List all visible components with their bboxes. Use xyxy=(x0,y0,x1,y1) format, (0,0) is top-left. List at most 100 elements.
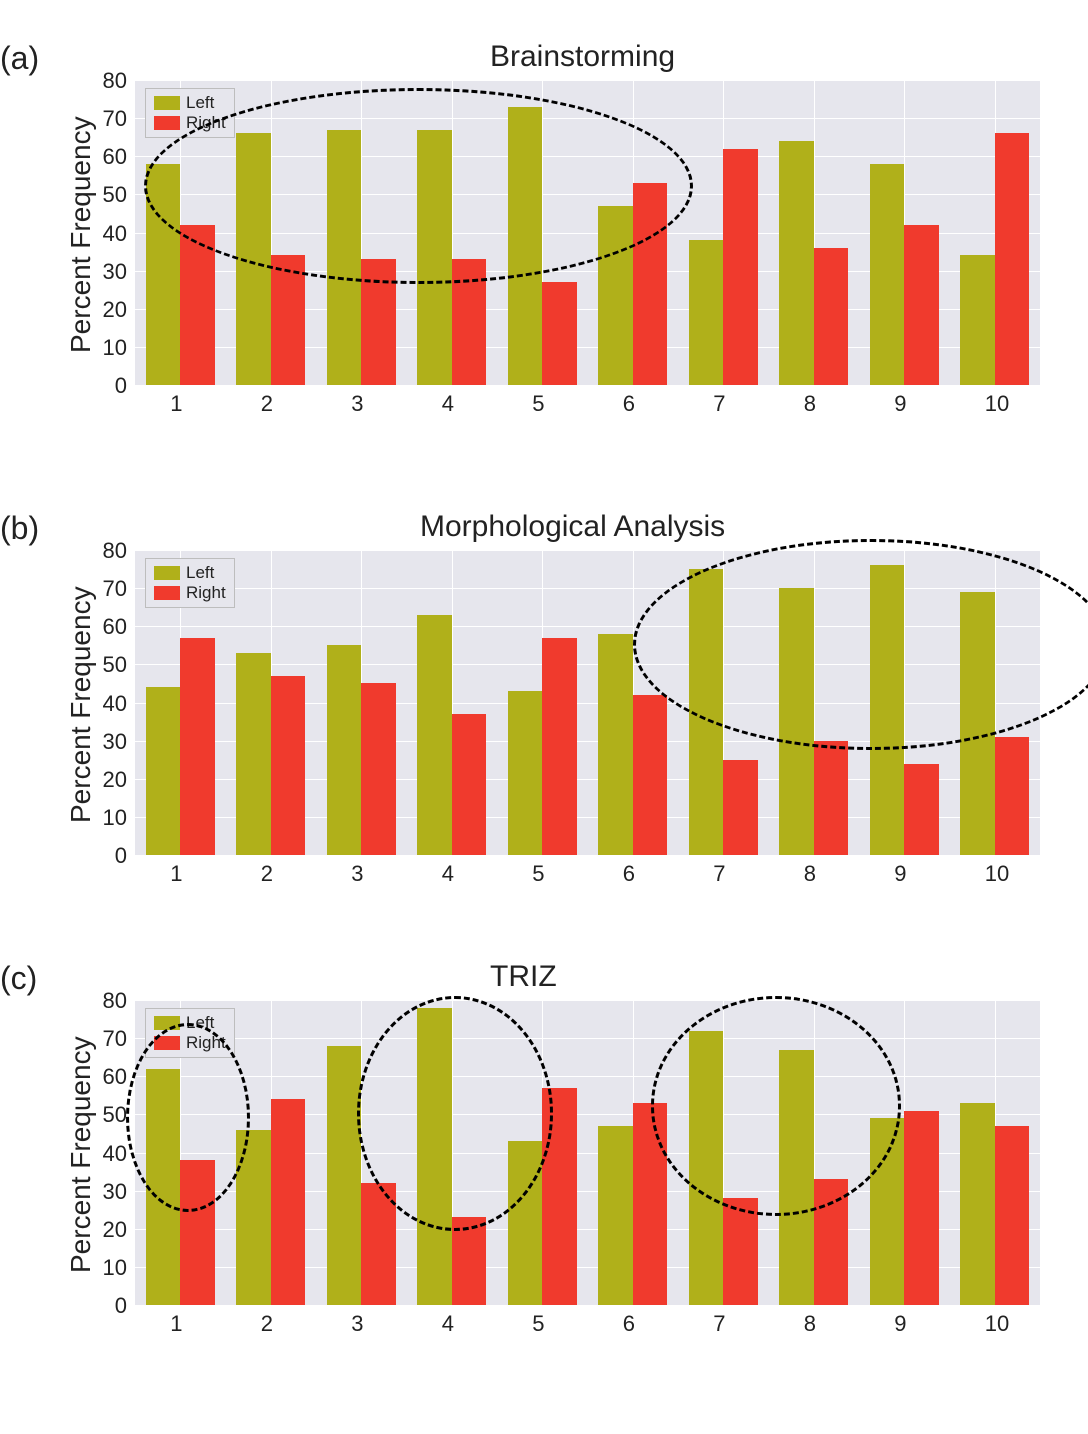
y-tick-label: 50 xyxy=(103,182,127,208)
x-tick-label: 4 xyxy=(442,391,454,417)
bar-right xyxy=(633,695,667,855)
bar-right xyxy=(361,683,395,855)
y-tick-label: 40 xyxy=(103,221,127,247)
y-tick-label: 70 xyxy=(103,1026,127,1052)
x-tick-label: 6 xyxy=(623,1311,635,1337)
y-tick-label: 60 xyxy=(103,144,127,170)
gridline-h xyxy=(135,1305,1040,1306)
annotation-ellipse xyxy=(126,1023,250,1212)
x-tick-label: 5 xyxy=(532,861,544,887)
x-tick-label: 3 xyxy=(351,391,363,417)
y-tick-label: 60 xyxy=(103,614,127,640)
y-tick-label: 30 xyxy=(103,729,127,755)
legend-swatch xyxy=(154,96,180,110)
bar-right xyxy=(723,149,757,385)
x-tick-label: 6 xyxy=(623,861,635,887)
y-tick-label: 40 xyxy=(103,691,127,717)
bar-right xyxy=(723,1198,757,1305)
legend: LeftRight xyxy=(145,558,235,608)
bar-right xyxy=(995,133,1029,385)
panel-label: (c) xyxy=(0,960,37,997)
x-tick-label: 4 xyxy=(442,1311,454,1337)
chart-title: Morphological Analysis xyxy=(420,510,725,544)
y-axis-label: Percent Frequency xyxy=(65,116,97,353)
y-tick-label: 80 xyxy=(103,988,127,1014)
panel-a: (a)0102030405060708012345678910Brainstor… xyxy=(0,0,1088,470)
y-tick-label: 50 xyxy=(103,1102,127,1128)
annotation-ellipse xyxy=(357,996,553,1231)
bar-right xyxy=(271,1099,305,1305)
bar-left xyxy=(598,634,632,855)
x-tick-label: 10 xyxy=(985,861,1009,887)
bar-left xyxy=(779,141,813,385)
x-tick-label: 8 xyxy=(804,1311,816,1337)
y-tick-label: 80 xyxy=(103,68,127,94)
y-tick-label: 20 xyxy=(103,297,127,323)
legend-swatch xyxy=(154,116,180,130)
bar-right xyxy=(452,714,486,855)
legend-row: Left xyxy=(154,563,226,583)
x-tick-label: 1 xyxy=(170,861,182,887)
y-tick-label: 80 xyxy=(103,538,127,564)
x-tick-label: 8 xyxy=(804,391,816,417)
bar-right xyxy=(723,760,757,855)
x-tick-label: 2 xyxy=(261,861,273,887)
legend-swatch xyxy=(154,566,180,580)
legend-label: Right xyxy=(186,583,226,603)
x-tick-label: 1 xyxy=(170,391,182,417)
y-tick-label: 0 xyxy=(115,843,127,869)
y-tick-label: 10 xyxy=(103,335,127,361)
y-tick-label: 10 xyxy=(103,1255,127,1281)
panel-b: (b)0102030405060708012345678910Morpholog… xyxy=(0,470,1088,940)
bar-left xyxy=(598,1126,632,1305)
bar-right xyxy=(542,638,576,855)
y-tick-label: 30 xyxy=(103,259,127,285)
bar-right xyxy=(904,225,938,385)
y-tick-label: 50 xyxy=(103,652,127,678)
y-tick-label: 60 xyxy=(103,1064,127,1090)
plot-area xyxy=(135,1000,1040,1305)
annotation-ellipse xyxy=(651,996,901,1216)
y-tick-label: 0 xyxy=(115,1293,127,1319)
bar-right xyxy=(814,248,848,385)
legend-row: Left xyxy=(154,93,226,113)
x-tick-label: 1 xyxy=(170,1311,182,1337)
annotation-ellipse xyxy=(633,539,1088,751)
legend-row: Right xyxy=(154,583,226,603)
bar-right xyxy=(180,638,214,855)
x-tick-label: 3 xyxy=(351,861,363,887)
bar-left xyxy=(327,645,361,855)
x-tick-label: 2 xyxy=(261,391,273,417)
y-tick-label: 70 xyxy=(103,576,127,602)
bar-right xyxy=(814,741,848,855)
chart-title: TRIZ xyxy=(490,960,557,994)
legend-label: Left xyxy=(186,563,214,583)
x-tick-label: 9 xyxy=(894,391,906,417)
y-tick-label: 10 xyxy=(103,805,127,831)
x-tick-label: 5 xyxy=(532,1311,544,1337)
bar-left xyxy=(960,1103,994,1305)
bar-right xyxy=(271,255,305,385)
bar-right xyxy=(271,676,305,855)
x-tick-label: 2 xyxy=(261,1311,273,1337)
y-tick-label: 0 xyxy=(115,373,127,399)
y-tick-label: 40 xyxy=(103,1141,127,1167)
bar-left xyxy=(327,1046,361,1305)
bar-left xyxy=(236,653,270,855)
chart-title: Brainstorming xyxy=(490,40,675,74)
x-tick-label: 5 xyxy=(532,391,544,417)
bar-left xyxy=(417,615,451,855)
bar-left xyxy=(508,691,542,855)
bar-left xyxy=(870,164,904,385)
panel-label: (a) xyxy=(0,40,39,77)
bar-left xyxy=(689,240,723,385)
bar-left xyxy=(146,687,180,855)
x-tick-label: 8 xyxy=(804,861,816,887)
bar-right xyxy=(542,282,576,385)
bar-right xyxy=(995,737,1029,855)
x-tick-label: 7 xyxy=(713,861,725,887)
x-tick-label: 10 xyxy=(985,391,1009,417)
y-tick-label: 20 xyxy=(103,1217,127,1243)
y-axis-label: Percent Frequency xyxy=(65,586,97,823)
y-tick-label: 70 xyxy=(103,106,127,132)
